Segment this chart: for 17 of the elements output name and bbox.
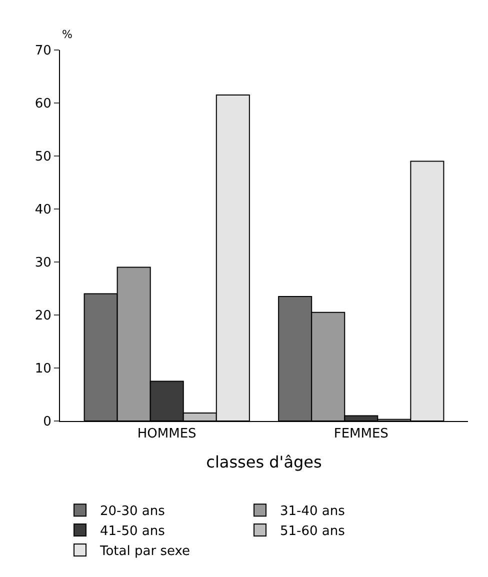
legend-label: 20-30 ans bbox=[100, 504, 166, 520]
x-axis-title: classes d'âges bbox=[206, 452, 322, 472]
x-tick-label: HOMMES bbox=[137, 426, 196, 442]
y-tick-label: 0 bbox=[43, 414, 52, 430]
legend-label: Total par sexe bbox=[99, 544, 190, 560]
y-tick-label: 40 bbox=[34, 202, 52, 218]
y-axis-title: % bbox=[62, 28, 72, 41]
y-tick-label: 60 bbox=[34, 96, 52, 112]
legend-label: 41-50 ans bbox=[100, 524, 166, 540]
legend-label: 51-60 ans bbox=[280, 524, 346, 540]
y-tick-label: 20 bbox=[34, 308, 52, 324]
y-tick-label: 30 bbox=[34, 256, 52, 271]
legend-label: 31-40 ans bbox=[280, 504, 346, 520]
y-tick-label: 10 bbox=[34, 362, 52, 377]
x-tick-label: FEMMES bbox=[334, 426, 388, 442]
y-tick-label: 50 bbox=[34, 150, 52, 165]
y-tick-label: 70 bbox=[34, 44, 52, 59]
